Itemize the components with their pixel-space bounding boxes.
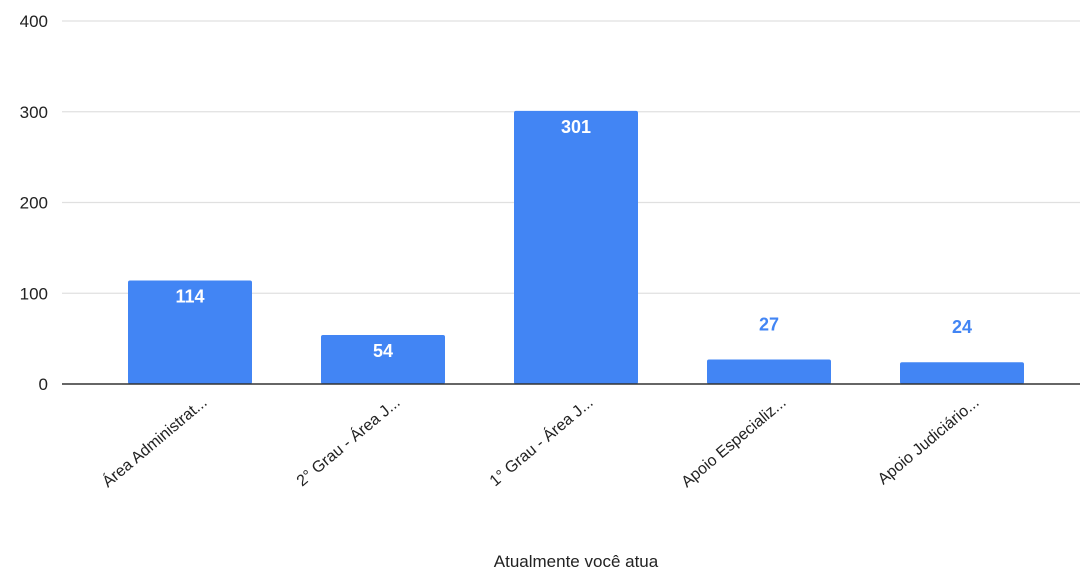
y-tick-label-1: 100 <box>20 284 48 303</box>
x-category-label-4: Apoio Judiciário... <box>875 394 983 488</box>
bar-1 <box>321 334 445 384</box>
x-axis-category-labels: Área Administrat... 2° Grau - Área J... 1°… <box>98 393 982 492</box>
x-category-label-1: 2° Grau - Área J... <box>292 393 403 491</box>
bars <box>128 110 1024 384</box>
data-label-3: 27 <box>759 314 779 334</box>
x-category-label-2: 1° Grau - Área J... <box>485 393 596 491</box>
bar-4 <box>900 362 1024 384</box>
x-axis-title: Atualmente você atua <box>494 552 659 571</box>
data-label-1: 54 <box>373 341 393 361</box>
data-label-2: 301 <box>561 117 591 137</box>
y-tick-label-0: 0 <box>39 375 48 394</box>
y-tick-label-3: 300 <box>20 103 48 122</box>
data-label-0: 114 <box>175 287 204 307</box>
bar-2 <box>514 110 638 384</box>
bar-0 <box>128 280 252 384</box>
bar-3 <box>707 359 831 384</box>
data-label-4: 24 <box>952 317 972 337</box>
x-category-label-3: Apoio Especializ... <box>678 394 789 491</box>
y-tick-label-4: 400 <box>20 12 48 31</box>
data-labels: 114 54 301 27 24 <box>175 117 972 361</box>
y-axis-ticks: 0 100 200 300 400 <box>20 12 48 394</box>
x-category-label-0: Área Administrat... <box>98 393 210 492</box>
y-tick-label-2: 200 <box>20 194 48 213</box>
